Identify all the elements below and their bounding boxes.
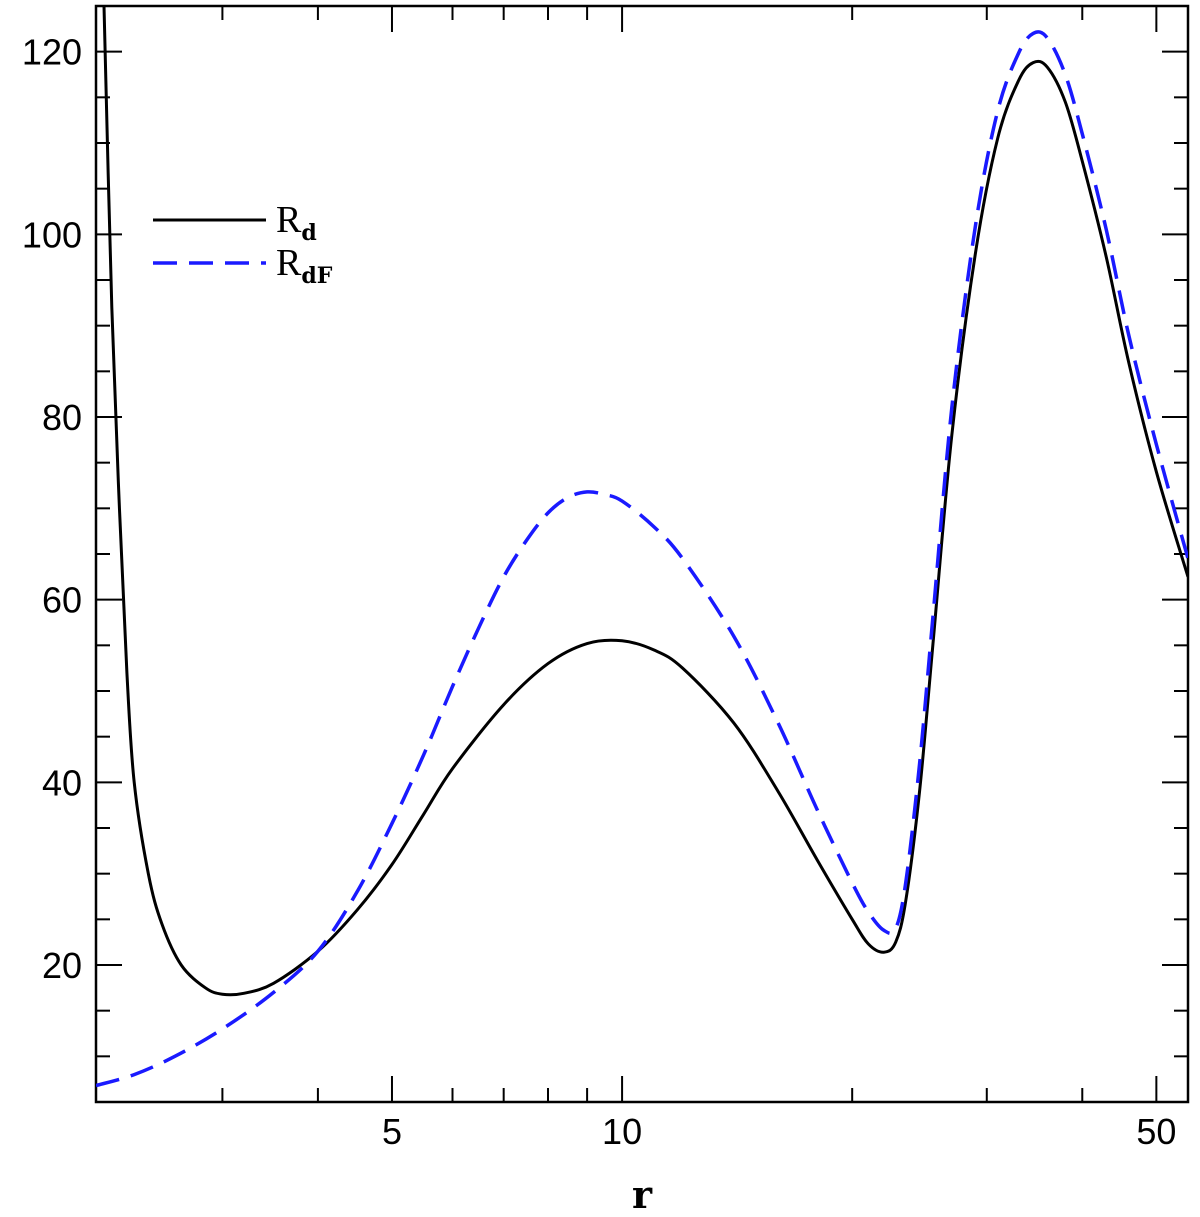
series-lines: [96, 6, 1188, 1088]
y-tick-label: 120: [22, 32, 82, 73]
y-tick-label: 100: [22, 214, 82, 255]
tick-labels: 5 10 50 20 40 60 80 100 120: [22, 32, 1176, 1152]
legend-label: RdF: [276, 242, 333, 289]
series-line-r-d: [102, 6, 1188, 997]
legend-label: Rd: [276, 199, 317, 246]
series-line-r-df: [96, 30, 1188, 1088]
y-tick-label: 40: [42, 762, 82, 803]
y-tick-label: 80: [42, 397, 82, 438]
axis-ticks: [96, 6, 1188, 1102]
x-tick-label: 10: [602, 1111, 642, 1152]
y-tick-label: 20: [42, 945, 82, 986]
y-tick-label: 60: [42, 580, 82, 621]
plot-frame: [94, 4, 1190, 1104]
x-axis-title: r: [632, 1172, 653, 1217]
x-tick-label: 5: [382, 1111, 402, 1152]
x-tick-label: 50: [1136, 1111, 1176, 1152]
